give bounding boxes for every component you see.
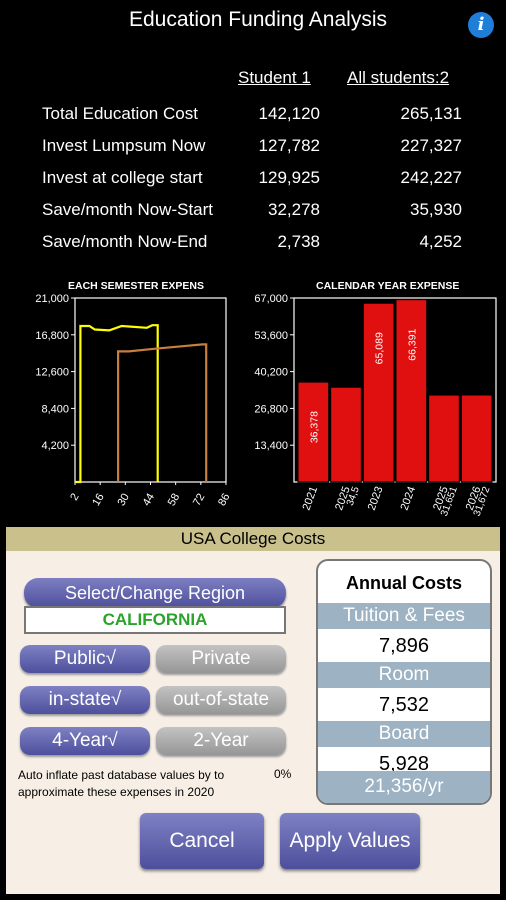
in-state-toggle[interactable]: in-state√	[20, 686, 150, 714]
auto-inflate-percent[interactable]: 0%	[274, 767, 292, 781]
semester-x-tick-label: 16	[90, 492, 107, 509]
row-label: Invest at college start	[42, 168, 203, 187]
page-title: Education Funding Analysis	[129, 8, 387, 31]
row-label: Save/month Now-End	[42, 232, 208, 251]
calendar-bar	[362, 302, 395, 483]
calendar-y-tick-label: 13,400	[254, 440, 288, 452]
all-students-value: 242,227	[400, 168, 462, 187]
semester-y-tick-label: 16,800	[35, 330, 69, 342]
summary-row: Save/month Now-Start 32,278 35,930	[0, 200, 506, 232]
semester-x-tick-label: 72	[191, 492, 208, 509]
column-header-all-students: All students:2	[347, 68, 450, 87]
semester-series-line-1	[75, 324, 159, 484]
calendar-bar	[460, 394, 493, 483]
semester-y-tick-label: 8,400	[41, 403, 69, 415]
semester-chart-frame	[74, 297, 227, 483]
semester-x-tick-label: 2	[68, 492, 81, 503]
annual-costs-box: Annual Costs Tuition & Fees 7,896 Room 7…	[316, 559, 492, 805]
annual-costs-title: Annual Costs	[345, 573, 462, 593]
row-label: Invest Lumpsum Now	[42, 136, 206, 155]
student-value: 129,925	[258, 168, 320, 187]
semester-x-tick-label: 30	[115, 492, 132, 509]
select-region-button[interactable]: Select/Change Region	[24, 578, 286, 608]
calendar-bar-data-label: 66,391	[406, 328, 418, 360]
auto-inflate-note: Auto inflate past database values by to …	[18, 768, 225, 799]
cancel-button[interactable]: Cancel	[140, 813, 264, 869]
header-bar: Education Funding Analysis i	[0, 0, 506, 44]
four-year-toggle[interactable]: 4-Year√	[20, 727, 150, 755]
calendar-bar	[428, 394, 460, 483]
tuition-label: Tuition & Fees	[318, 603, 490, 629]
room-label: Room	[318, 662, 490, 688]
semester-y-tick-label: 21,000	[35, 293, 69, 305]
summary-row: Save/month Now-End 2,738 4,252	[0, 232, 506, 264]
calendar-x-tick-label: 2024	[399, 485, 419, 512]
section-title: USA College Costs	[6, 527, 500, 551]
calendar-bar-data-label: 36,378	[308, 411, 320, 443]
calendar-y-tick-label: 67,000	[254, 293, 288, 305]
region-value-field[interactable]: CALIFORNIA	[24, 606, 286, 634]
calendar-chart-title: CALENDAR YEAR EXPENSE	[316, 280, 459, 292]
calendar-y-tick-label: 26,800	[254, 403, 288, 415]
semester-y-tick-label: 4,200	[41, 440, 69, 452]
room-value[interactable]: 7,532	[378, 694, 430, 716]
board-value[interactable]: 5,928	[378, 753, 430, 775]
calendar-bar-data-label: 65,089	[374, 332, 386, 364]
calendar-bar	[330, 386, 362, 483]
calendar-x-tick-label: 2021	[301, 485, 321, 512]
semester-x-tick-label: 44	[141, 492, 158, 509]
semester-y-tick-label: 12,600	[35, 367, 69, 379]
student-value: 32,278	[268, 200, 320, 219]
row-label: Total Education Cost	[42, 104, 198, 123]
summary-row: Invest Lumpsum Now 127,782 227,327	[0, 136, 506, 168]
semester-x-tick-label: 58	[166, 492, 183, 509]
all-students-value: 35,930	[410, 200, 462, 219]
student-value: 142,120	[258, 104, 320, 123]
board-label: Board	[318, 721, 490, 747]
public-toggle[interactable]: Public√	[20, 645, 150, 673]
calendar-bar	[395, 299, 428, 483]
annual-total: 21,356/yr	[318, 771, 490, 803]
summary-row: Invest at college start 129,925 242,227	[0, 168, 506, 200]
student-value: 127,782	[258, 136, 320, 155]
college-costs-panel: Select/Change Region CALIFORNIA Public√ …	[6, 551, 500, 894]
column-header-student: Student 1	[238, 68, 311, 87]
info-icon[interactable]: i	[468, 12, 494, 38]
all-students-value: 4,252	[419, 232, 462, 251]
semester-chart-title: EACH SEMESTER EXPENS	[68, 280, 204, 292]
all-students-value: 265,131	[400, 104, 462, 123]
calendar-y-tick-label: 40,200	[254, 367, 288, 379]
two-year-toggle[interactable]: 2-Year	[156, 727, 286, 755]
out-of-state-toggle[interactable]: out-of-state	[156, 686, 286, 714]
calendar-bar	[297, 381, 330, 483]
semester-x-tick-label: 86	[216, 492, 233, 509]
calendar-y-tick-label: 53,600	[254, 330, 288, 342]
all-students-value: 227,327	[400, 136, 462, 155]
private-toggle[interactable]: Private	[156, 645, 286, 673]
student-value: 2,738	[277, 232, 320, 251]
semester-series-line-2	[116, 343, 208, 482]
apply-values-button[interactable]: Apply Values	[280, 813, 420, 869]
calendar-x-tick-label: 2023	[366, 485, 386, 512]
tuition-value[interactable]: 7,896	[378, 635, 430, 657]
row-label: Save/month Now-Start	[42, 200, 214, 219]
summary-row: Total Education Cost 142,120 265,131	[0, 104, 506, 136]
